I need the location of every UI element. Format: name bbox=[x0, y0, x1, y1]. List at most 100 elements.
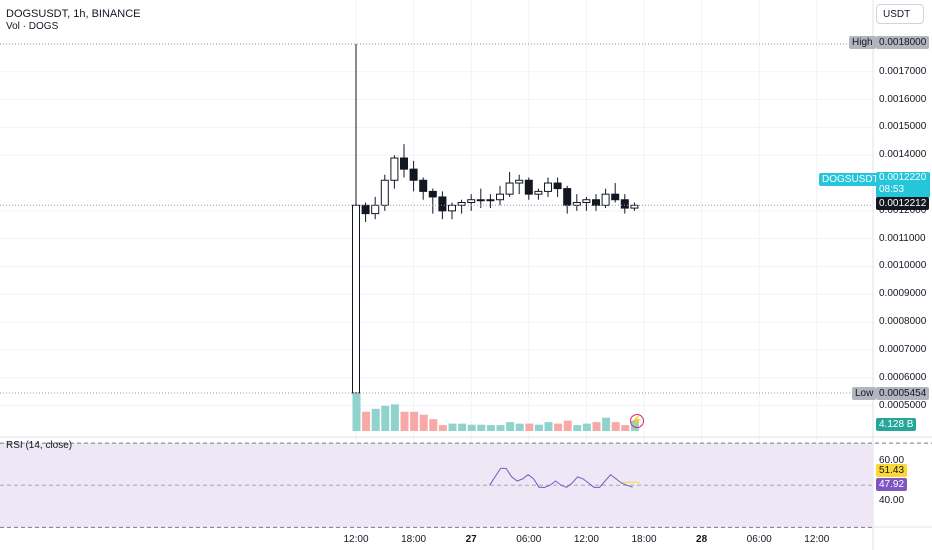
rsi-line bbox=[489, 467, 633, 488]
candle-body bbox=[544, 182, 552, 192]
candle-body bbox=[419, 179, 428, 192]
candle-body bbox=[438, 196, 447, 212]
reference-lines bbox=[0, 43, 873, 394]
volume-bar bbox=[611, 422, 620, 431]
price-tick: 0.0014000 bbox=[879, 149, 927, 161]
time-label: 06:00 bbox=[516, 534, 542, 545]
candle-body bbox=[390, 157, 399, 181]
bar-countdown: 08:53 bbox=[879, 184, 905, 195]
price-tick: 0.0008000 bbox=[879, 316, 927, 328]
candle-body bbox=[476, 199, 485, 202]
volume-title[interactable]: Vol · DOGS bbox=[6, 21, 59, 32]
price-tick: 0.0017000 bbox=[879, 65, 927, 77]
volume-bar bbox=[563, 420, 572, 431]
price-tick: 0.0012000 bbox=[879, 204, 927, 216]
rsi-tick-60: 60.00 bbox=[879, 455, 905, 466]
time-label: 18:00 bbox=[401, 534, 427, 545]
price-tick: 0.0016000 bbox=[879, 93, 927, 105]
candle-body bbox=[611, 193, 620, 201]
volume-value-tag: 4.128 B bbox=[876, 418, 917, 431]
price-tick: 0.0009000 bbox=[879, 288, 927, 300]
price-tick: 0.0006000 bbox=[879, 371, 927, 383]
candle-body bbox=[400, 157, 408, 170]
volume-bars bbox=[352, 394, 639, 431]
volume-bar bbox=[602, 417, 611, 431]
price-tick: 0.0011000 bbox=[879, 232, 926, 244]
candle-body bbox=[486, 199, 495, 202]
volume-bar bbox=[515, 423, 524, 431]
candle-body bbox=[496, 193, 504, 201]
price-tick: 0.0005000 bbox=[879, 399, 927, 411]
volume-bar bbox=[554, 423, 563, 431]
volume-bar bbox=[429, 419, 438, 431]
price-tick: 0.0010000 bbox=[879, 260, 927, 272]
time-label: 12:00 bbox=[804, 534, 830, 545]
candle-body bbox=[592, 199, 600, 206]
time-label: 18:00 bbox=[631, 534, 657, 545]
lightning-icon[interactable]: ⚡ bbox=[630, 414, 644, 428]
volume-bar bbox=[477, 424, 486, 431]
candle-body bbox=[534, 190, 543, 195]
candle-body bbox=[448, 204, 456, 212]
candle-body bbox=[630, 204, 639, 209]
candle-body bbox=[428, 190, 437, 198]
volume-bar bbox=[362, 411, 371, 431]
high-label: High bbox=[849, 36, 876, 49]
candle-body bbox=[505, 182, 514, 195]
time-label: 12:00 bbox=[343, 534, 369, 545]
candles bbox=[352, 44, 639, 394]
volume-bar bbox=[534, 424, 543, 431]
volume-bar bbox=[496, 425, 505, 431]
candle-body bbox=[563, 188, 572, 206]
candle-body bbox=[467, 199, 476, 204]
volume-bar bbox=[390, 404, 399, 431]
volume-bar bbox=[448, 423, 457, 431]
volume-bar bbox=[573, 425, 582, 431]
high-value: 0.0018000 bbox=[876, 36, 930, 49]
volume-bar bbox=[506, 422, 515, 431]
volume-bar bbox=[486, 425, 495, 431]
symbol-price-tag: DOGSUSDT bbox=[819, 173, 882, 186]
symbol-title[interactable]: DOGSUSDT, 1h, BINANCE bbox=[6, 8, 141, 20]
volume-bar bbox=[544, 422, 553, 431]
rsi-tick-40: 40.00 bbox=[879, 495, 905, 506]
volume-bar bbox=[419, 414, 428, 431]
volume-bar bbox=[352, 394, 361, 431]
volume-bar bbox=[467, 424, 476, 431]
price-tick: 0.0007000 bbox=[879, 343, 927, 355]
volume-bar bbox=[438, 425, 447, 431]
rsi-value-tag: 51.43 bbox=[876, 464, 908, 477]
candle-body bbox=[601, 193, 610, 206]
time-label: 27 bbox=[465, 534, 477, 545]
volume-bar bbox=[400, 411, 409, 431]
candle-body bbox=[457, 202, 466, 206]
last-price-box: 0.0012220 08:53 bbox=[876, 172, 930, 198]
low-label: Low bbox=[852, 387, 877, 400]
volume-bar bbox=[458, 423, 467, 431]
rsi-title[interactable]: RSI (14, close) bbox=[6, 440, 73, 451]
candle-body bbox=[620, 199, 629, 209]
time-label: 06:00 bbox=[746, 534, 772, 545]
candle-body bbox=[361, 204, 370, 215]
rsi-ma-tag: 47.92 bbox=[876, 478, 908, 491]
candle-body bbox=[553, 182, 562, 190]
price-tick: 0.0015000 bbox=[879, 121, 927, 133]
candle-body bbox=[380, 179, 389, 206]
rsi-pane bbox=[0, 436, 932, 528]
crosshair-price-tag: 0.0012212 bbox=[876, 197, 930, 210]
volume-bar bbox=[371, 408, 380, 431]
volume-bar bbox=[410, 411, 419, 431]
candle-body bbox=[582, 199, 591, 204]
currency-button[interactable]: USDT bbox=[876, 4, 924, 24]
candle-body bbox=[524, 179, 533, 195]
volume-bar bbox=[592, 422, 601, 431]
candle-body bbox=[371, 204, 380, 215]
volume-bar bbox=[525, 423, 534, 431]
candle-body bbox=[352, 204, 360, 394]
low-value: 0.0005454 bbox=[876, 387, 930, 400]
time-label: 28 bbox=[696, 534, 708, 545]
candle-body bbox=[515, 179, 524, 184]
last-price-value: 0.0012220 bbox=[879, 172, 927, 183]
volume-bar bbox=[381, 405, 390, 431]
